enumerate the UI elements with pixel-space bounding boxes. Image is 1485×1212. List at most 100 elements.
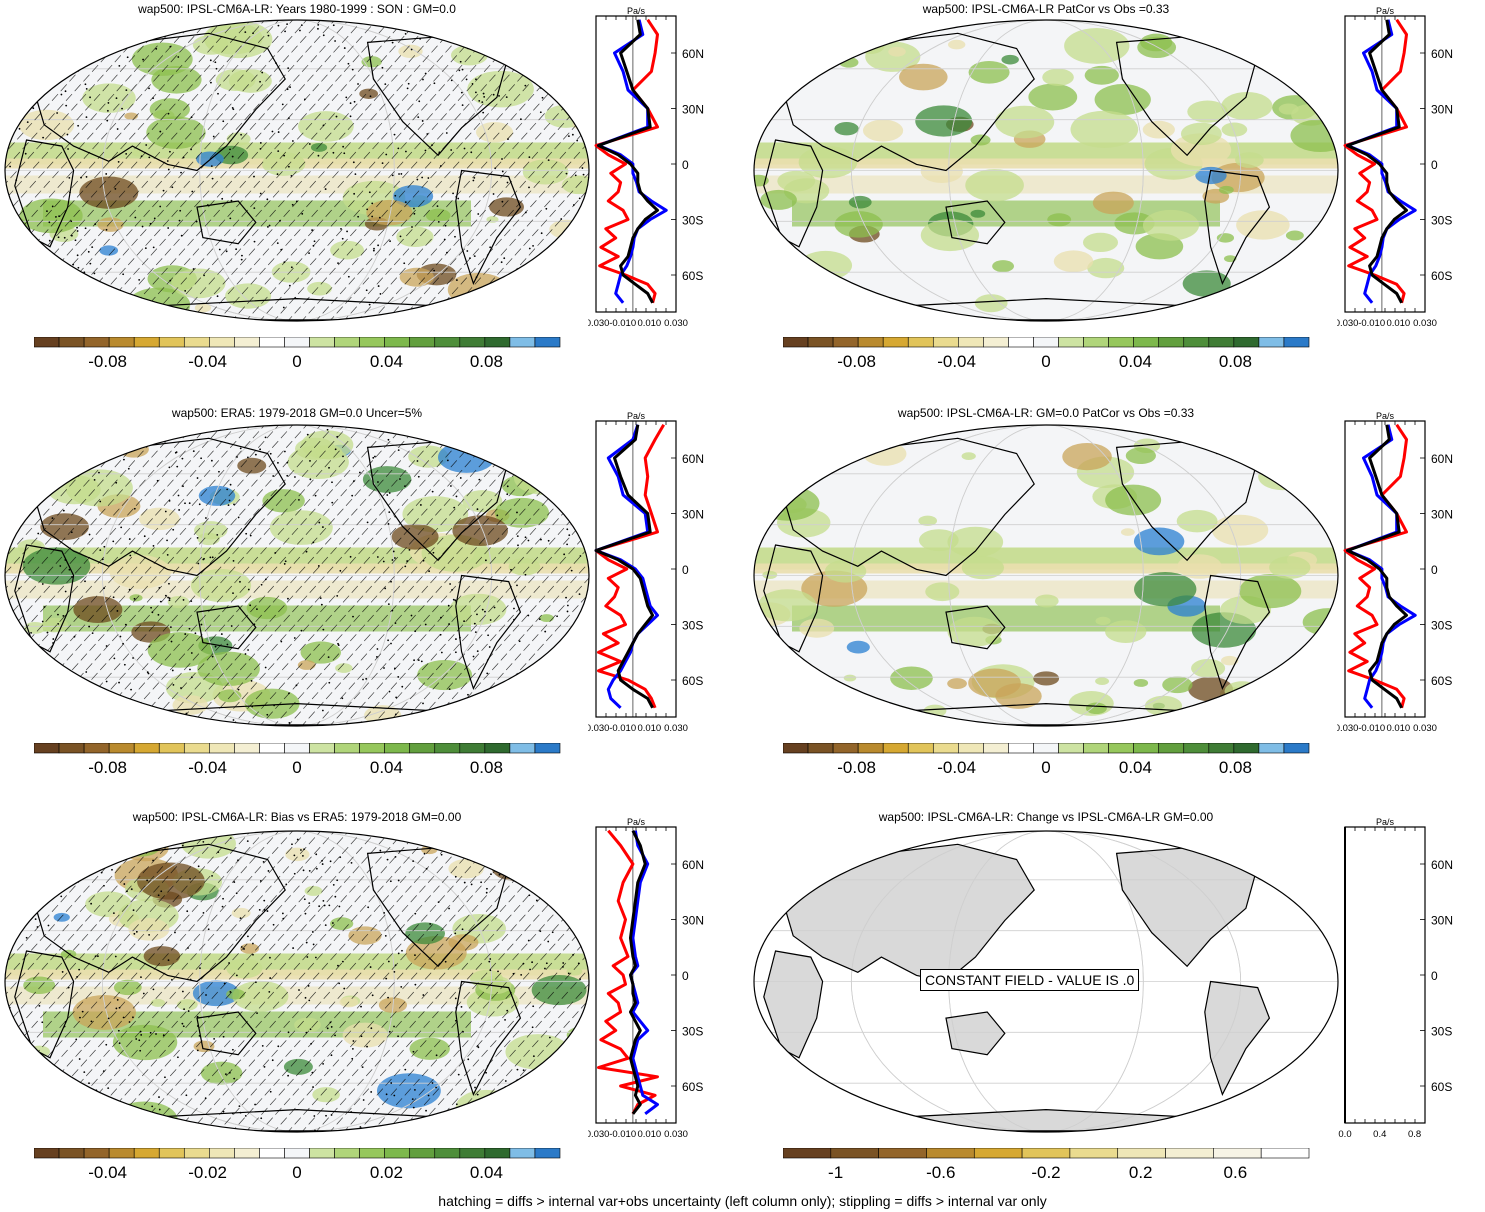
colorbar-swatch	[1258, 743, 1285, 754]
field-blob	[72, 994, 136, 1030]
land-namerica	[1116, 847, 1258, 967]
field-blob	[26, 868, 41, 877]
field-blob	[1082, 232, 1119, 253]
field-blob	[559, 1064, 587, 1080]
colorbar-swatch	[34, 337, 60, 348]
colorbar-label: -0.08	[837, 758, 876, 777]
colorbar-label: 0.08	[1219, 352, 1252, 371]
field-blob	[1133, 527, 1185, 556]
field-blob	[541, 874, 579, 895]
field-blob	[834, 211, 883, 238]
colorbar-label: -0.04	[937, 352, 976, 371]
profile-lat-label: 30N	[1431, 914, 1453, 928]
map	[4, 19, 590, 322]
colorbar-swatch	[1117, 1148, 1166, 1159]
panel-title: wap500: IPSL-CM6A-LR: GM=0.0 PatCor vs O…	[897, 406, 1195, 420]
map-frame	[753, 19, 1339, 322]
coastline-australia	[196, 605, 257, 650]
profile-lat-label: 30N	[682, 914, 704, 928]
colorbar-swatch	[932, 743, 959, 754]
field-blob	[177, 999, 198, 1011]
land-eurasia	[781, 844, 1035, 982]
colorbar-label: 0.08	[470, 352, 503, 371]
colorbar-swatch	[284, 337, 310, 348]
colorbar-swatch	[509, 1148, 536, 1159]
colorbar-swatch	[58, 743, 85, 754]
colorbar-swatch	[1083, 337, 1109, 348]
colorbar-label: -0.2	[1031, 1163, 1060, 1182]
colorbar-swatch	[259, 1148, 285, 1159]
colorbar-swatch	[1213, 1148, 1262, 1159]
field-blob	[1095, 677, 1110, 685]
coastline-eurasia	[780, 437, 1035, 577]
field-blob	[12, 27, 33, 39]
field-blob	[846, 640, 870, 654]
field-blob	[1092, 191, 1134, 215]
colorbar-label: -0.08	[88, 758, 127, 777]
field-blob	[454, 296, 494, 318]
profile-x-label: -0.030	[588, 318, 609, 329]
profile-lat-label: 60S	[1431, 674, 1452, 688]
profile-x-label: 0.010	[637, 1129, 661, 1140]
field-blob	[1278, 103, 1299, 115]
field-blob	[1125, 447, 1156, 465]
colorbar-swatch	[209, 743, 235, 754]
colorbar-swatch	[158, 743, 185, 754]
profile-lat-label: 0	[1431, 969, 1438, 983]
field-blob	[359, 88, 379, 99]
field-blob	[24, 621, 46, 634]
field-blob	[1263, 427, 1308, 452]
colorbar-swatch	[259, 337, 285, 348]
field-blob	[330, 917, 354, 931]
field-blob	[262, 489, 305, 513]
colorbar-swatch	[1258, 337, 1285, 348]
colorbar-swatch	[459, 337, 486, 348]
colorbar-swatch	[1165, 1148, 1214, 1159]
map	[753, 830, 1339, 1133]
field-blob	[112, 1024, 178, 1061]
colorbar-swatch	[334, 337, 360, 348]
coastline-samerica	[1204, 169, 1271, 285]
field-blob	[888, 46, 906, 57]
colorbar-swatch	[434, 1148, 461, 1159]
field-blob	[1133, 679, 1149, 687]
field-blob	[5, 464, 49, 497]
field-blob	[203, 22, 263, 55]
field-blob	[1239, 574, 1302, 609]
field-blob	[899, 63, 948, 91]
colorbar-label: 0.04	[370, 758, 403, 777]
coastline-eurasia	[31, 32, 286, 172]
colorbar-swatch	[534, 337, 561, 348]
profile-x-label: -0.010	[609, 318, 636, 329]
graticule-lon	[199, 425, 395, 726]
colorbar-swatch	[234, 743, 260, 754]
colorbar-swatch	[509, 337, 536, 348]
land-australia	[946, 1012, 1005, 1055]
colorbar-swatch	[108, 1148, 135, 1159]
profile-frame	[1344, 826, 1426, 1124]
profile-x-label: 0.4	[1373, 1129, 1386, 1140]
field-blob	[1191, 658, 1226, 678]
colorbar-swatch	[434, 337, 461, 348]
field-blob	[6, 462, 29, 475]
colorbar-swatch	[434, 743, 461, 754]
field-blob	[452, 515, 508, 546]
field-blob	[143, 946, 181, 967]
zonal-mean-profile: Pa/s 0.0 0.4 0.8 60N 30N 0 30S 60S	[1338, 817, 1453, 1140]
colorbar-swatch	[1183, 337, 1210, 348]
colorbar-label: -0.04	[188, 352, 227, 371]
field-blob	[99, 245, 119, 256]
field-blob	[8, 286, 44, 306]
colorbar-swatch	[1158, 337, 1185, 348]
field-blob	[455, 1089, 518, 1124]
profile-lat-label: 0	[1431, 158, 1438, 172]
field-blob	[1162, 676, 1193, 694]
map	[753, 19, 1339, 322]
field-blob	[150, 998, 166, 1007]
colorbar-label: 0.04	[470, 1163, 503, 1182]
constant-field-label: CONSTANT FIELD - VALUE IS .0	[920, 969, 1140, 991]
profile-x-label: -0.030	[588, 723, 609, 734]
colorbar-swatch	[1133, 743, 1160, 754]
field-blob	[237, 457, 267, 474]
